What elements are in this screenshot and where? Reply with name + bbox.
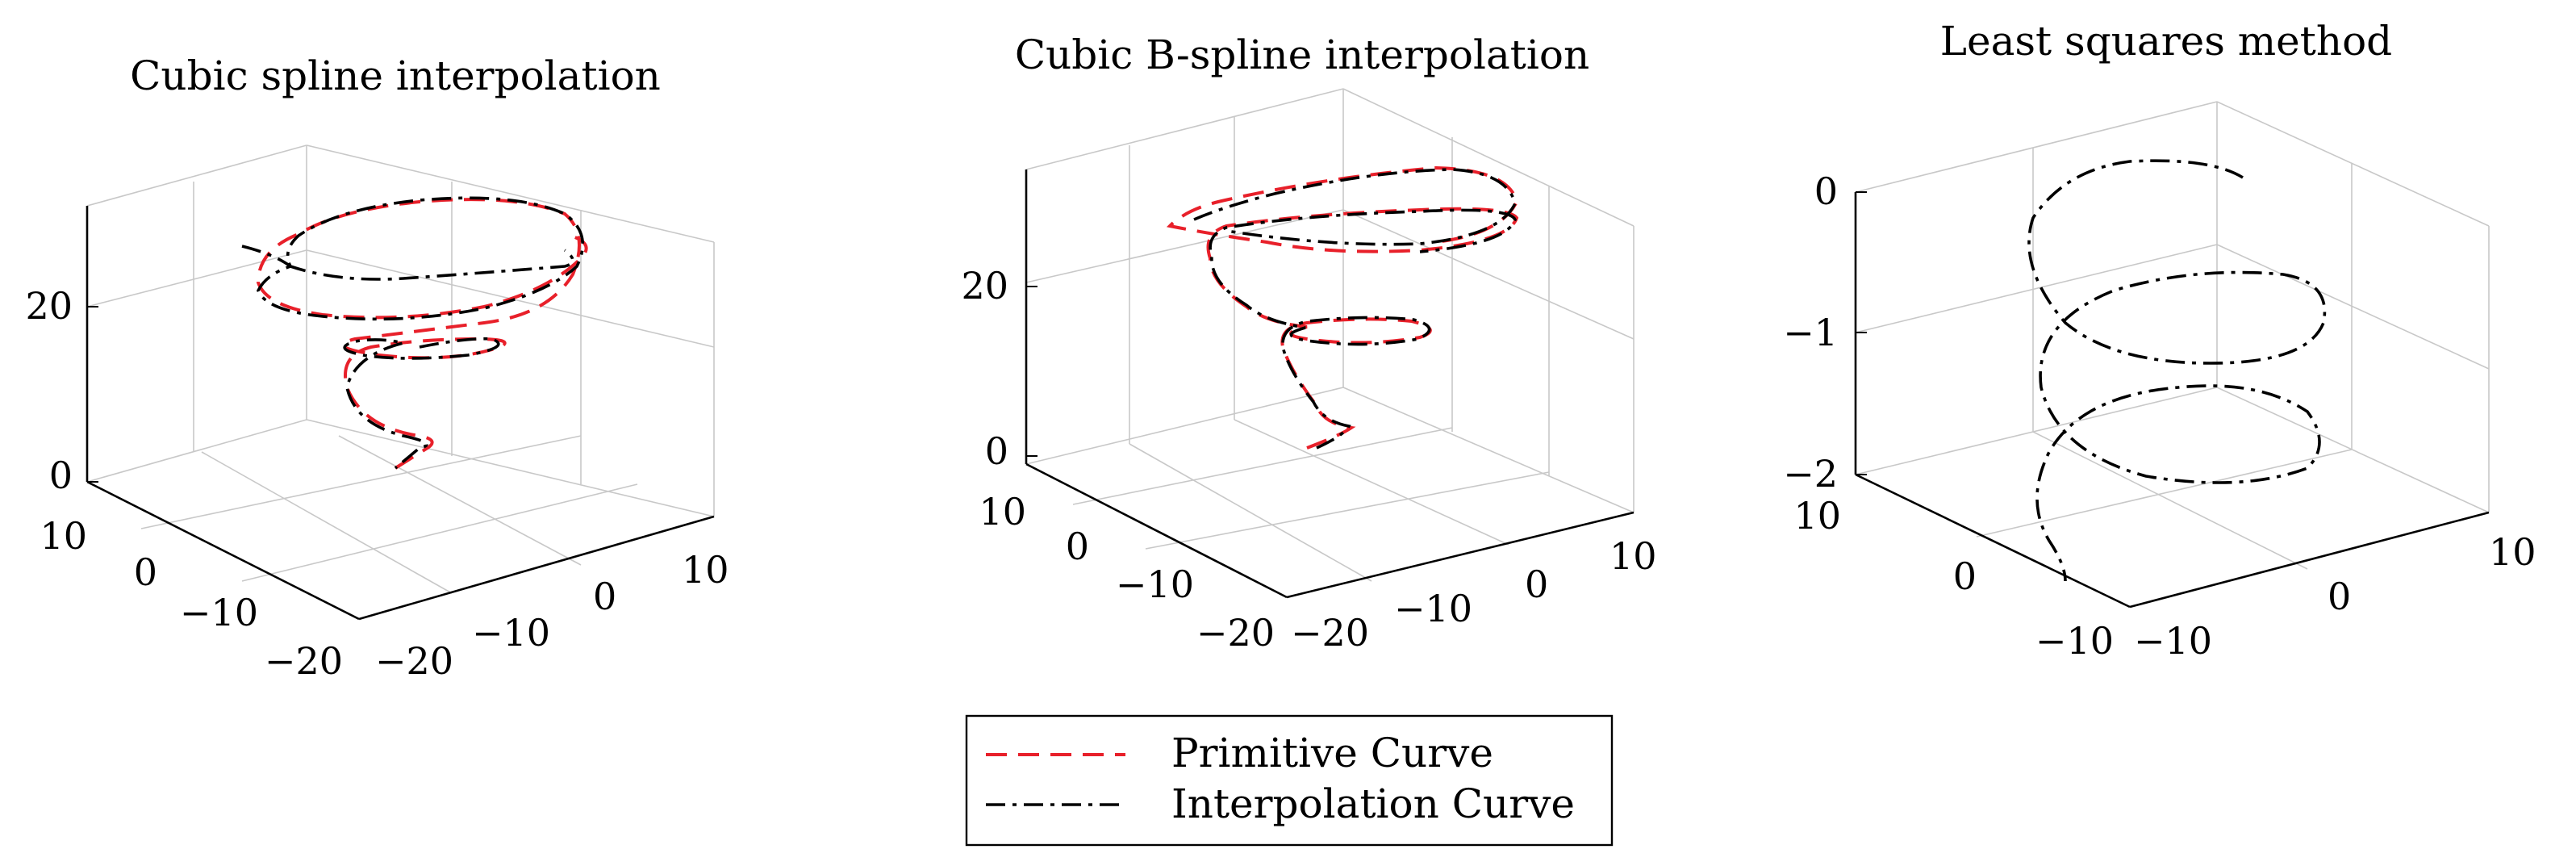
grid xyxy=(1855,101,2490,570)
x-tick-label: 10 xyxy=(40,514,87,558)
x-tick-label: −10 xyxy=(2035,619,2114,663)
x-tick-label: 10 xyxy=(1793,494,1841,538)
panel-cubic-b-spline: Cubic B-spline interpolation xyxy=(961,31,1656,655)
x-tick-labels: 10 0 −10 xyxy=(1793,494,2114,663)
y-tick-label: 0 xyxy=(593,575,616,618)
panel-title: Least squares method xyxy=(1940,18,2392,65)
axes xyxy=(1854,191,2490,609)
x-tick-labels: 10 0 −10 −20 xyxy=(979,490,1275,655)
x-tick-label: −20 xyxy=(1196,611,1275,655)
y-tick-label: −20 xyxy=(375,639,453,683)
panel-title: Cubic B-spline interpolation xyxy=(1015,31,1589,78)
z-tick-label: −2 xyxy=(1783,452,1838,496)
interpolation-curve xyxy=(2027,159,2327,582)
x-tick-label: −10 xyxy=(180,591,258,634)
legend-label-primitive: Primitive Curve xyxy=(1171,730,1493,776)
axes xyxy=(86,206,715,621)
axes xyxy=(1025,169,1635,599)
x-tick-label: 0 xyxy=(1953,554,1977,598)
grid xyxy=(86,144,715,594)
x-tick-label: −10 xyxy=(1116,563,1194,606)
z-tick-labels: 0 −1 −2 xyxy=(1783,169,1838,496)
grid xyxy=(1025,88,1635,582)
y-tick-label: 10 xyxy=(1609,534,1657,578)
x-tick-label: 0 xyxy=(134,550,157,594)
legend-box xyxy=(965,714,1614,847)
y-tick-label: −20 xyxy=(1291,611,1369,655)
x-tick-label: −20 xyxy=(265,639,343,683)
legend: Primitive Curve Interpolation Curve xyxy=(965,714,1614,847)
y-tick-label: −10 xyxy=(1394,587,1472,630)
interpolation-curve xyxy=(241,196,585,470)
z-tick-labels: 20 0 xyxy=(961,264,1008,473)
y-tick-label: 0 xyxy=(2328,575,2351,618)
panel-title: Cubic spline interpolation xyxy=(130,52,661,99)
y-tick-label: 10 xyxy=(682,548,729,592)
y-tick-label: −10 xyxy=(2134,619,2212,663)
z-tick-label: −1 xyxy=(1783,311,1838,354)
y-tick-labels: −10 0 10 xyxy=(2134,530,2536,663)
interpolation-curve xyxy=(1193,168,1517,450)
z-tick-label: 0 xyxy=(1814,169,1838,213)
y-tick-labels: −20 −10 0 10 xyxy=(1291,534,1657,655)
z-tick-label: 20 xyxy=(961,264,1008,307)
x-tick-label: 0 xyxy=(1066,525,1089,568)
x-tick-labels: 10 0 −10 −20 xyxy=(40,514,343,683)
legend-label-interpolation: Interpolation Curve xyxy=(1171,780,1575,827)
z-tick-label: 0 xyxy=(985,429,1008,473)
z-tick-labels: 20 0 xyxy=(25,284,73,497)
x-tick-label: 10 xyxy=(979,490,1026,533)
z-tick-label: 20 xyxy=(25,284,73,328)
primitive-curve xyxy=(256,198,588,470)
panel-cubic-spline: Cubic spline interpolation xyxy=(25,52,729,683)
panel-least-squares: Least squares method 0 xyxy=(1783,18,2536,663)
z-tick-label: 0 xyxy=(49,454,73,497)
y-tick-labels: −20 −10 0 10 xyxy=(375,548,729,683)
y-tick-label: 0 xyxy=(1525,563,1548,606)
y-tick-label: −10 xyxy=(472,611,550,655)
y-tick-label: 10 xyxy=(2489,530,2536,574)
